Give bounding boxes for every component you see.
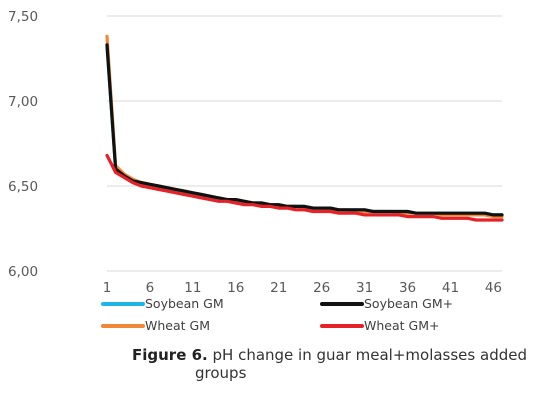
- series-lines: [105, 34, 504, 222]
- x-tick-label: 6: [146, 280, 155, 296]
- legend-label: Soybean GM: [145, 296, 224, 311]
- x-tick-label: 21: [270, 280, 287, 296]
- legend: Soybean GM Soybean GM+ Wheat GM Wheat GM+: [101, 296, 453, 333]
- x-tick-label: 41: [442, 280, 459, 296]
- caption-text-line2: groups: [195, 364, 247, 382]
- y-tick-label: 6,00: [8, 264, 38, 280]
- legend-label: Wheat GM+: [364, 318, 439, 333]
- legend-label: Wheat GM: [145, 318, 210, 333]
- series-line-wheat-gm-plus: [105, 153, 504, 222]
- y-tick-label: 7,50: [8, 9, 38, 25]
- x-tick-label: 36: [399, 280, 416, 296]
- figure-caption: Figure 6. pH change in guar meal+molasse…: [132, 346, 542, 382]
- y-axis: 6,00 6,50 7,00 7,50: [8, 9, 38, 280]
- x-axis: 1 6 11 16 21 26 31 36 41 46: [103, 280, 502, 296]
- y-tick-label: 7,00: [8, 94, 38, 110]
- x-tick-label: 11: [184, 280, 201, 296]
- caption-text-line1: pH change in guar meal+molasses added: [207, 346, 527, 364]
- line-chart: 6,006,507,007,50 1 6 11 16 21 26 31 36 41 46 Soyb…: [8, 9, 504, 333]
- caption-label: Figure 6.: [132, 346, 208, 364]
- gridlines: [107, 15, 502, 272]
- x-tick-label: 31: [356, 280, 373, 296]
- series-line-soybean-gm-plus: [105, 43, 504, 217]
- legend-label: Soybean GM+: [364, 296, 453, 311]
- x-tick-label: 46: [485, 280, 502, 296]
- x-tick-label: 16: [227, 280, 244, 296]
- y-tick-label: 6,50: [8, 179, 38, 195]
- x-tick-label: 1: [103, 280, 112, 296]
- x-tick-label: 26: [313, 280, 330, 296]
